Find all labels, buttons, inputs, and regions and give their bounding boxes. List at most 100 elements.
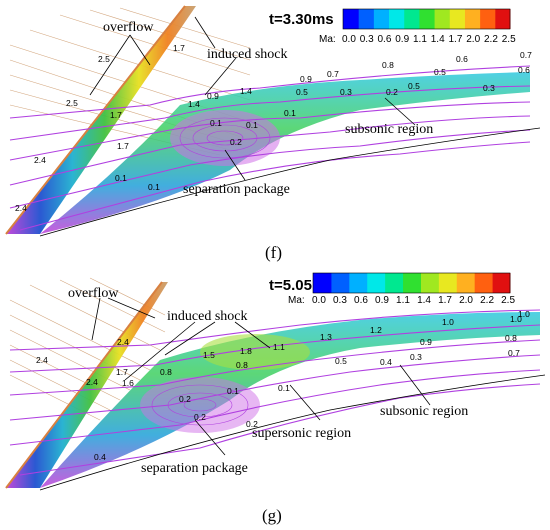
contour-level-label: 0.5 (296, 87, 308, 97)
contour-level-label: 0.2 (179, 394, 191, 404)
contour-level-label: 1.7 (173, 43, 185, 53)
contour-level-label: 0.1 (278, 383, 290, 393)
contour-level-label: 2.4 (117, 337, 129, 347)
panel-g-colorbar (312, 272, 511, 294)
colorbar-swatch (330, 273, 350, 293)
contour-level-label: 0.1 (227, 386, 239, 396)
contour-level-label: 0.8 (236, 360, 248, 370)
panel-f-streamlines (9, 65, 531, 231)
colorbar-swatch (313, 273, 332, 293)
panel-g-supersonic-region-label: supersonic region (252, 426, 351, 441)
contour-level-label: 1.5 (203, 350, 215, 360)
contour-level-label: 1.3 (320, 332, 332, 342)
colorbar-swatch (438, 273, 457, 293)
contour-level-label: 0.3 (340, 87, 352, 97)
contour-level-label: 0.1 (284, 108, 296, 118)
panel-f: t=3.30ms Ma: 0.0 0.3 0.6 0.9 1.1 1.4 1.7 2.0 2.2… (5, 5, 541, 262)
colorbar-tick-label: 0.3 (360, 34, 374, 45)
contour-level-label: 0.4 (380, 357, 392, 367)
contour-level-label: 1.7 (117, 141, 129, 151)
panel-g-induced-shock-label: induced shock (167, 309, 247, 324)
panel-g-caption: (g) (262, 506, 282, 525)
panel-g-bubble-contours (151, 384, 249, 426)
contour-level-label: 2.4 (15, 203, 27, 213)
panel-g-overflow-label: overflow (68, 286, 119, 301)
panel-g-wall (39, 374, 546, 491)
colorbar-tick-label: 1.1 (413, 34, 427, 45)
contour-level-label: 0.6 (456, 54, 468, 64)
colorbar-tick-label: 0.9 (375, 295, 389, 306)
contour-level-label: 1.1 (273, 342, 285, 352)
panel-f-ma-label: Ma: (319, 34, 336, 45)
contour-level-label: 1.0 (510, 314, 522, 324)
colorbar-swatch (418, 9, 435, 29)
colorbar-tick-label: 1.1 (396, 295, 410, 306)
colorbar-tick-label: 1.7 (448, 34, 462, 45)
contour-level-label: 1.6 (122, 378, 134, 388)
contour-level-label: 0.2 (230, 137, 242, 147)
contour-level-label: 0.8 (160, 367, 172, 377)
panel-f-colorbar (342, 8, 511, 30)
contour-level-label: 0.6 (518, 65, 530, 75)
colorbar-tick-label: 2.2 (484, 34, 498, 45)
contour-level-label: 0.4 (94, 452, 106, 462)
colorbar-swatch (358, 9, 374, 29)
panel-g-separation-bubble (140, 377, 260, 433)
colorbar-swatch (373, 9, 390, 29)
panel-g: t=5.05ms Ma: 0.0 0.3 0.6 0.9 1.1 1.4 1.7 2.0 2.2… (5, 272, 546, 525)
colorbar-swatch (474, 273, 493, 293)
colorbar-tick-label: 2.5 (502, 34, 516, 45)
contour-level-label: 0.3 (483, 83, 495, 93)
panel-f-separation-package-label: separation package (183, 182, 290, 197)
colorbar-tick-label: 1.7 (438, 295, 452, 306)
contour-level-label: 2.4 (36, 355, 48, 365)
panel-f-time-label: t=3.30ms (269, 11, 334, 28)
colorbar-swatch (388, 9, 405, 29)
panel-g-contour-labels: 2.41.72.42.41.60.81.5 1.8 1.11.31.21.0 1.00… (36, 309, 530, 462)
colorbar-swatch (366, 273, 386, 293)
contour-level-label: 0.8 (505, 333, 517, 343)
contour-level-label: 1.7 (116, 367, 128, 377)
colorbar-swatch (420, 273, 439, 293)
colorbar-swatch (403, 9, 420, 29)
panel-f-induced-shock-label: induced shock (207, 47, 287, 62)
colorbar-tick-label: 0.6 (377, 34, 391, 45)
contour-level-label: 2.5 (98, 54, 110, 64)
colorbar-tick-label: 2.2 (480, 295, 494, 306)
contour-level-label: 0.9 (300, 74, 312, 84)
contour-level-label: 1.0 (518, 309, 530, 319)
contour-level-label: 0.7 (520, 50, 532, 60)
colorbar-swatch (492, 273, 511, 293)
contour-level-label: 0.5 (434, 67, 446, 77)
contour-level-label: 0.2 (246, 419, 258, 429)
panel-g-shock-lines (9, 277, 166, 421)
panel-g-ma-label: Ma: (288, 295, 305, 306)
panel-g-supersonic-bubble (200, 334, 310, 370)
contour-level-label: 1.4 (188, 99, 200, 109)
contour-level-label: 2.4 (86, 377, 98, 387)
contour-level-label: 1.7 (110, 110, 122, 120)
colorbar-swatch (449, 9, 465, 29)
panel-g-ramp-wedge (6, 282, 168, 488)
colorbar-tick-label: 2.0 (466, 34, 480, 45)
panel-f-shear-layer (40, 72, 530, 234)
panel-g-streamlines (9, 309, 541, 476)
contour-level-label: 0.2 (194, 412, 206, 422)
panel-g-colorbar-ticks: 0.0 0.3 0.6 0.9 1.1 1.4 1.7 2.0 2.2 2.5 (312, 295, 515, 306)
colorbar-swatch (464, 9, 481, 29)
colorbar-swatch (434, 9, 450, 29)
contour-level-label: 0.7 (327, 69, 339, 79)
colorbar-tick-label: 1.4 (417, 295, 431, 306)
contour-level-label: 1.0 (442, 317, 454, 327)
colorbar-tick-label: 0.3 (333, 295, 347, 306)
panel-f-overflow-label: overflow (103, 20, 154, 35)
panel-g-subsonic-region-label: subsonic region (380, 404, 468, 419)
contour-level-label: 1.2 (370, 325, 382, 335)
contour-level-label: 0.9 (420, 337, 432, 347)
panel-f-colorbar-ticks: 0.0 0.3 0.6 0.9 1.1 1.4 1.7 2.0 2.2 2.5 (342, 34, 516, 45)
contour-level-label: 0.7 (508, 348, 520, 358)
contour-level-label: 0.5 (335, 356, 347, 366)
contour-level-label: 0.2 (386, 87, 398, 97)
colorbar-tick-label: 2.0 (459, 295, 473, 306)
contour-level-label: 2.4 (34, 155, 46, 165)
